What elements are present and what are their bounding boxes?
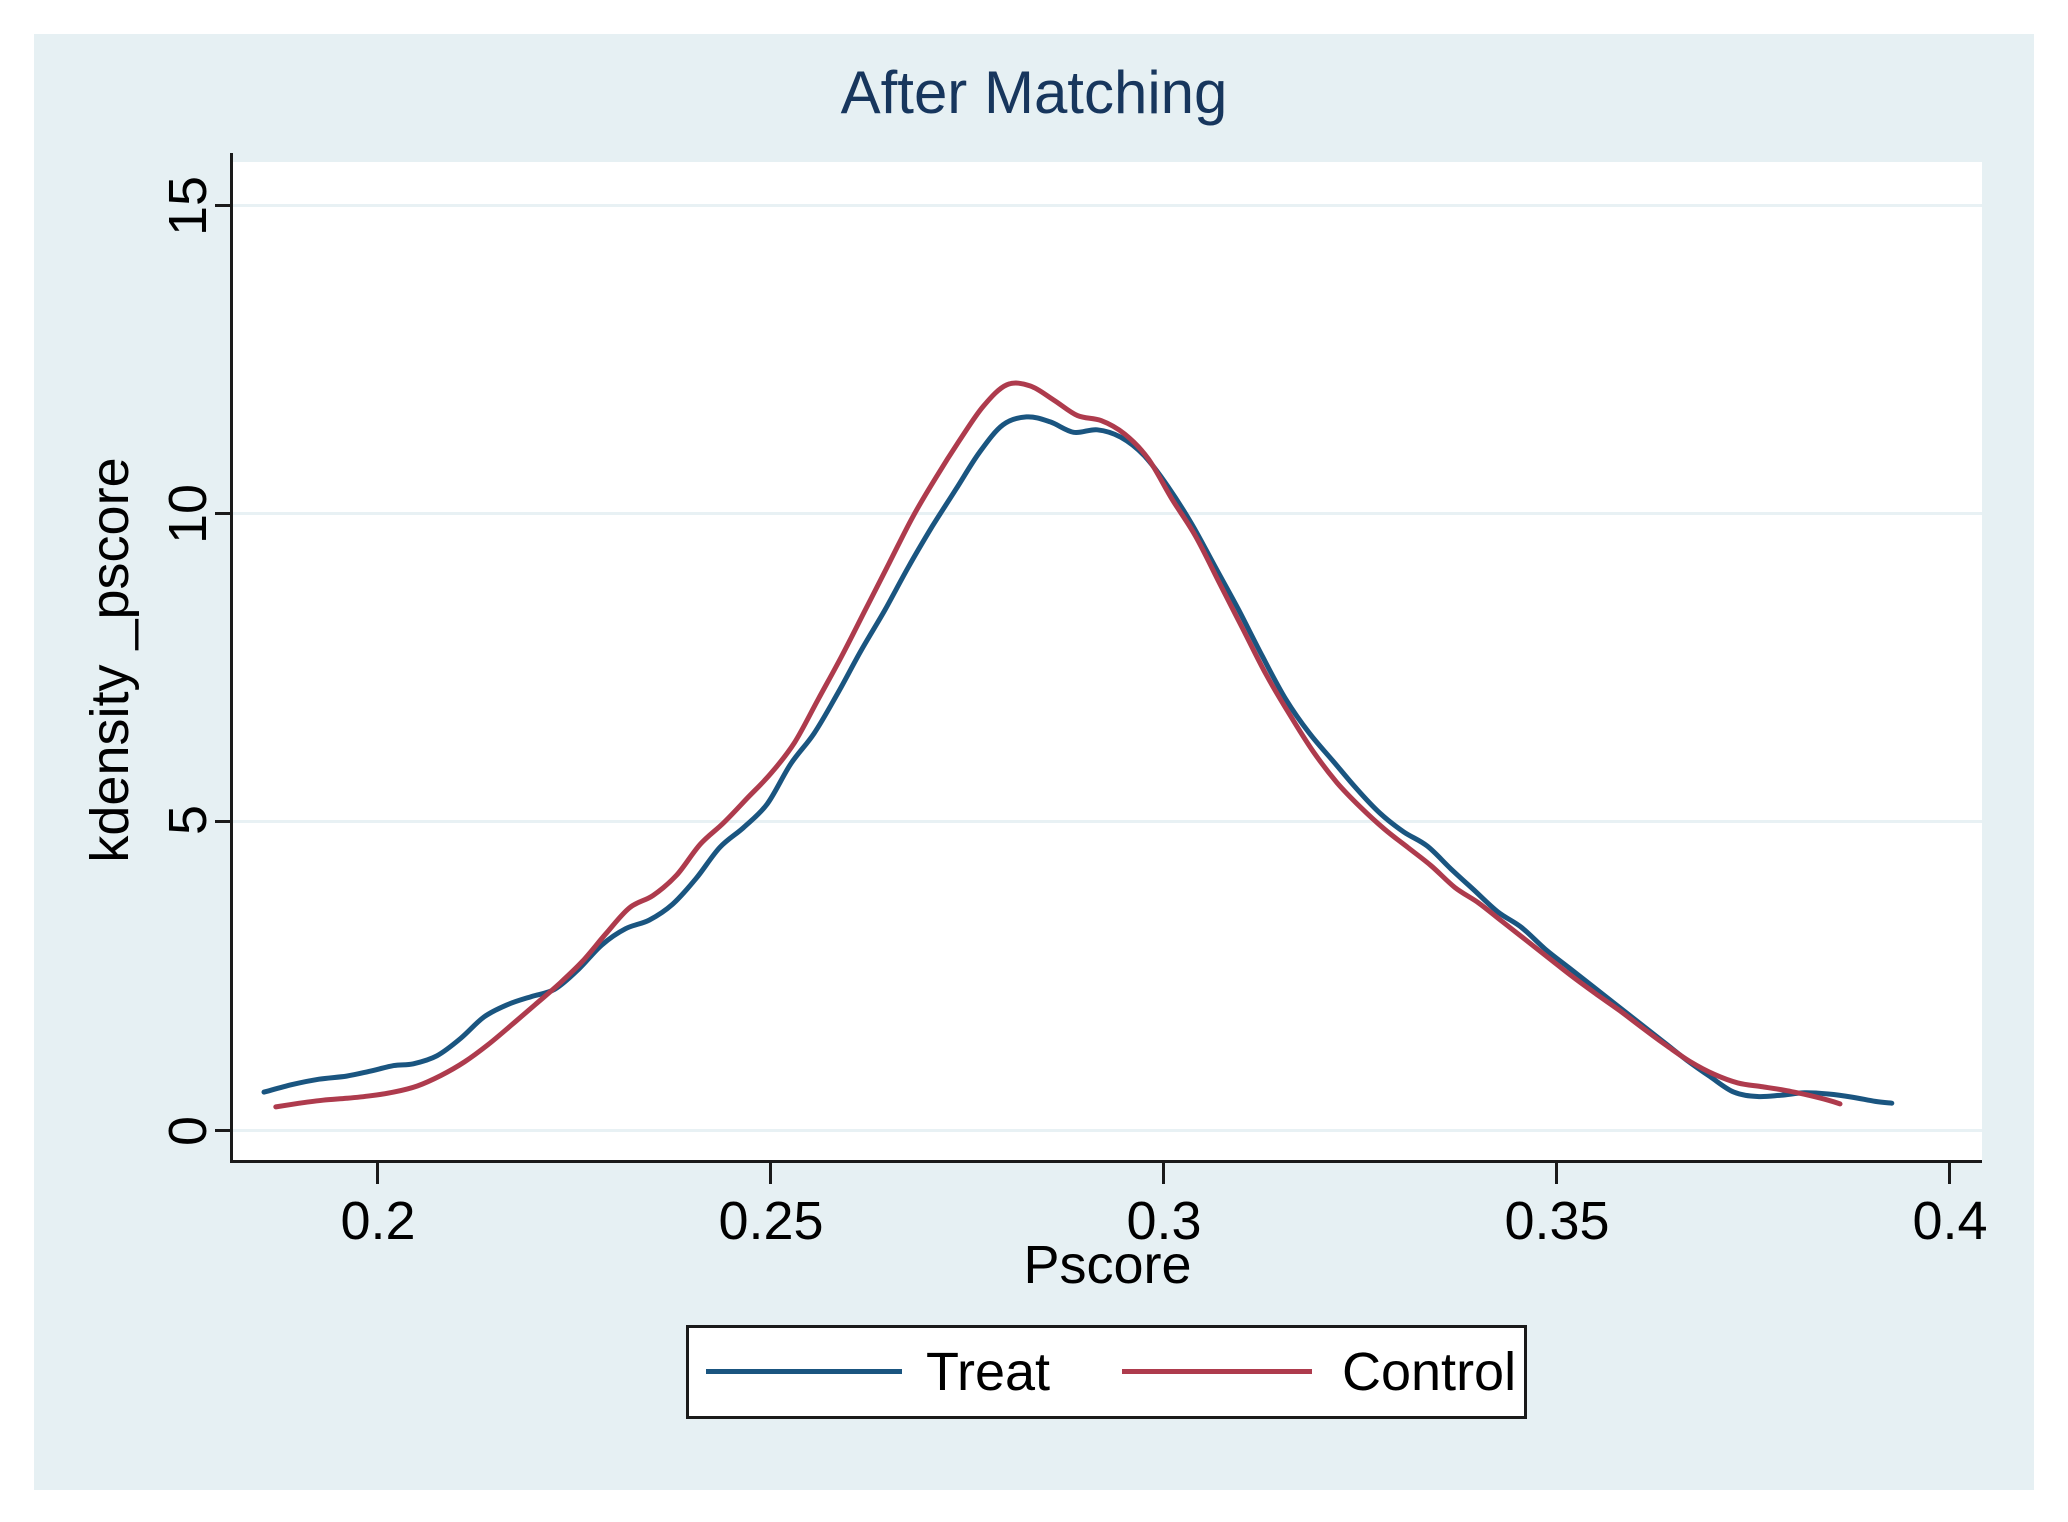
x-tick-0.4 — [1948, 1163, 1951, 1184]
legend-label-control: Control — [1342, 1342, 1517, 1402]
y-tick-label-10: 10 — [158, 483, 218, 545]
y-tick-10 — [215, 512, 231, 515]
gridline-y10 — [233, 512, 1982, 515]
x-tick-0.35 — [1555, 1163, 1558, 1184]
y-tick-label-0: 0 — [158, 1115, 218, 1147]
x-tick-label-0.35: 0.35 — [1504, 1191, 1610, 1251]
x-axis-title: Pscore — [1023, 1235, 1192, 1295]
gridline-y15 — [233, 204, 1982, 207]
y-tick-15 — [215, 204, 231, 207]
y-axis-title: kdensity _pscore — [80, 457, 140, 863]
chart-title: After Matching — [840, 59, 1228, 126]
y-tick-label-15: 15 — [158, 175, 218, 237]
x-tick-0.25 — [769, 1163, 772, 1184]
y-tick-5 — [215, 820, 231, 823]
legend-label-treat: Treat — [926, 1342, 1051, 1402]
x-tick-label-0.3: 0.3 — [1126, 1191, 1202, 1251]
x-tick-label-0.4: 0.4 — [1912, 1191, 1988, 1251]
x-tick-label-0.2: 0.2 — [340, 1191, 416, 1251]
treat-line-swatch — [706, 1369, 902, 1374]
x-tick-0.2 — [376, 1163, 379, 1184]
y-tick-label-5: 5 — [158, 804, 218, 836]
x-tick-label-0.25: 0.25 — [718, 1191, 824, 1251]
plot-region — [233, 162, 1982, 1161]
control-line-swatch — [1122, 1369, 1312, 1374]
x-axis-line — [230, 1160, 1982, 1163]
gridline-y0 — [233, 1129, 1982, 1132]
legend-box: Treat Control — [686, 1325, 1527, 1419]
gridline-y5 — [233, 820, 1982, 823]
y-axis-line — [230, 153, 233, 1163]
y-tick-0 — [215, 1129, 231, 1132]
x-tick-0.3 — [1162, 1163, 1165, 1184]
